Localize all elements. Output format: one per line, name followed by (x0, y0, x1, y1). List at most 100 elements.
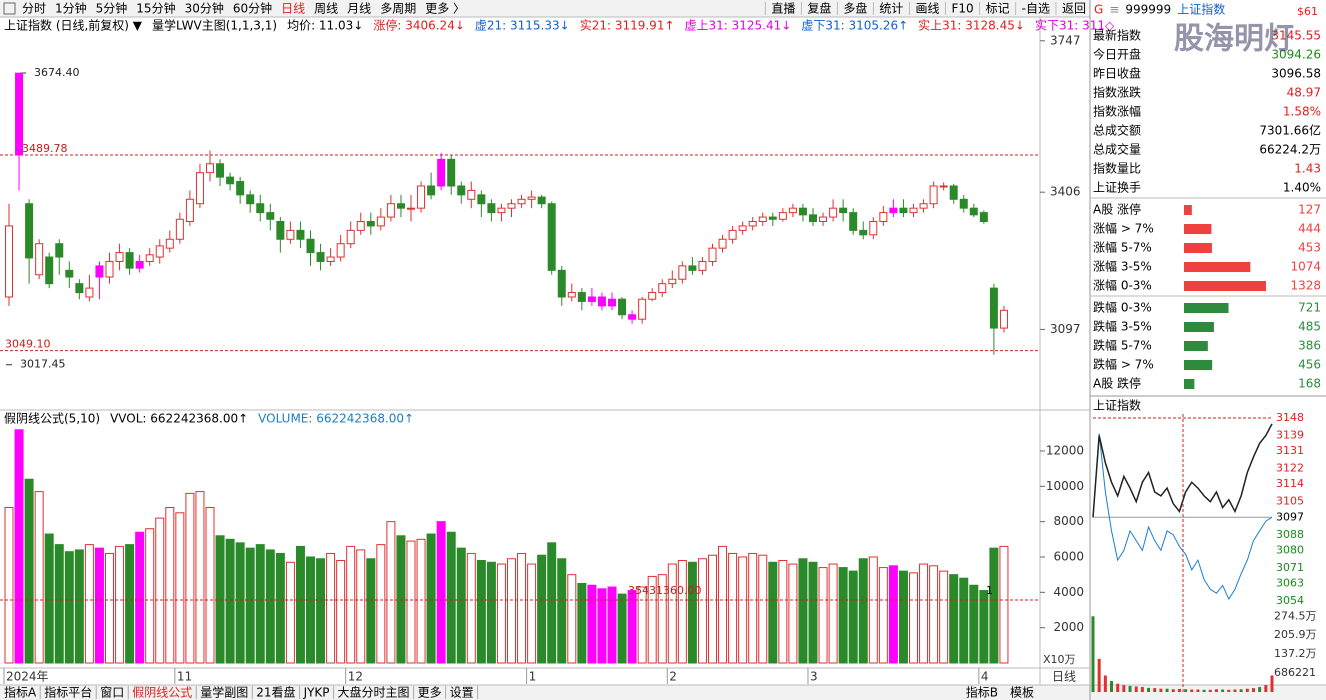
indicator-label: 假阴线公式(5,10) (4, 412, 100, 426)
volume-bar (145, 528, 155, 664)
tool-button[interactable]: -自选 (1022, 2, 1050, 16)
stat-value: 3094.26 (1271, 48, 1321, 62)
mini-volume-bar (1270, 675, 1274, 692)
breadth-value: 721 (1298, 301, 1321, 315)
candle-body (557, 269, 566, 298)
volume-bar (306, 556, 315, 664)
volume-bar (165, 507, 175, 664)
watermark: 股海明灯 (1174, 22, 1294, 57)
candle-body (527, 196, 536, 200)
volume-bar (406, 540, 416, 664)
candle-body (477, 194, 486, 205)
stat-label: 总成交量 (1093, 142, 1141, 157)
tab[interactable]: 15分钟 (136, 1, 175, 16)
tab[interactable]: 1分钟 (55, 1, 87, 16)
y-tick-label: 3054 (1276, 594, 1304, 607)
tab[interactable]: 更多 (418, 686, 442, 700)
candle-body (869, 221, 878, 236)
tab[interactable]: 模板 (1010, 686, 1034, 700)
tool-button[interactable]: F10 (951, 2, 973, 16)
tool-button[interactable]: 多盘 (843, 1, 867, 16)
breadth-bar (1184, 205, 1192, 215)
stat-label: 总成交额 (1093, 123, 1141, 138)
tool-button[interactable]: 直播 (771, 2, 795, 16)
breadth-value: 444 (1298, 222, 1321, 236)
tab[interactable]: 设置 (450, 686, 474, 700)
volume-bar (135, 531, 145, 664)
quote-header: 999999 (1125, 3, 1171, 17)
breadth-value: 1074 (1290, 260, 1321, 274)
tab[interactable]: 假阴线公式 (132, 686, 192, 700)
y-tick-label: 3148 (1276, 411, 1304, 424)
tab[interactable]: 日线 (281, 2, 305, 16)
x-tick-label: 2 (669, 670, 677, 684)
volume-bar (778, 560, 788, 664)
tab[interactable]: 21看盘 (256, 685, 295, 700)
volume-bar (788, 563, 798, 664)
volume-bar (547, 542, 557, 664)
candle-body (638, 298, 647, 320)
candle-body (276, 221, 285, 240)
volume-bar (416, 538, 426, 664)
breadth-label: 跌幅 5-7% (1093, 338, 1152, 353)
candle-body (396, 203, 405, 209)
volume-bar (14, 429, 24, 664)
candle-body (105, 260, 114, 278)
mini-volume-bar (1221, 689, 1225, 692)
tab[interactable]: 多周期 (380, 2, 416, 16)
breadth-label: 跌幅 3-5% (1093, 319, 1152, 334)
tool-button[interactable]: 标记 (986, 2, 1010, 16)
price-annotation: 3489.78 (22, 142, 68, 155)
breadth-label: 跌幅 0-3% (1093, 300, 1152, 315)
candle-body (507, 203, 516, 209)
tab[interactable]: 5分钟 (96, 1, 128, 16)
tab[interactable]: 指标A (4, 685, 37, 700)
candle-body (246, 194, 255, 205)
tab[interactable]: 指标B (966, 685, 998, 700)
tab[interactable]: 30分钟 (185, 1, 224, 16)
tab[interactable]: 60分钟 (233, 1, 272, 16)
candle-body (35, 243, 44, 276)
tab[interactable]: 月线 (347, 2, 371, 16)
candle-body (909, 207, 918, 214)
tool-button[interactable]: 复盘 (807, 1, 831, 16)
tab[interactable]: 量学副图 (200, 685, 248, 700)
tab[interactable]: 窗口 (100, 686, 124, 700)
y-tick-label: 3105 (1276, 495, 1304, 508)
tab[interactable]: 分时 (22, 2, 46, 16)
volume-bar (255, 544, 265, 664)
tab[interactable]: 大盘分时主图 (338, 685, 410, 700)
volume-bar (597, 588, 607, 664)
volume-bar (567, 574, 577, 664)
tool-button[interactable]: 返回 (1062, 2, 1086, 16)
volume-bar (667, 563, 677, 664)
volume-bar (215, 535, 225, 664)
tab[interactable]: 更多 〉 (425, 2, 465, 16)
volume-bar (356, 549, 366, 664)
volume-bar (808, 561, 818, 664)
candle-body (608, 298, 616, 307)
stat-label: 指数涨幅 (1093, 104, 1141, 119)
breadth-label: 涨幅 5-7% (1093, 240, 1152, 255)
y-tick-label: 3747 (1050, 33, 1081, 47)
y-tick-label: 10000 (1046, 479, 1084, 493)
menu-icon[interactable] (3, 2, 16, 15)
y-tick-label: 3097 (1050, 322, 1081, 336)
y-tick-label: 3139 (1276, 429, 1304, 442)
candle-body (718, 238, 727, 249)
tool-button[interactable]: 画线 (915, 2, 939, 16)
volume-bar (316, 558, 326, 664)
tool-button[interactable]: 统计 (879, 2, 903, 16)
volume-bar (34, 491, 44, 664)
tab[interactable]: 周线 (314, 2, 338, 16)
stat-label: 指数量比 (1093, 161, 1141, 176)
stat-value: 3096.58 (1271, 67, 1321, 81)
candle-body (939, 185, 948, 188)
tab[interactable]: 指标平台 (44, 685, 92, 700)
line-price (1092, 423, 1273, 518)
tab[interactable]: JYKP (303, 686, 330, 700)
volume-bar (326, 552, 336, 664)
candle-body (919, 203, 928, 209)
mini-volume-bar (1159, 688, 1163, 692)
candle-body (336, 243, 345, 258)
